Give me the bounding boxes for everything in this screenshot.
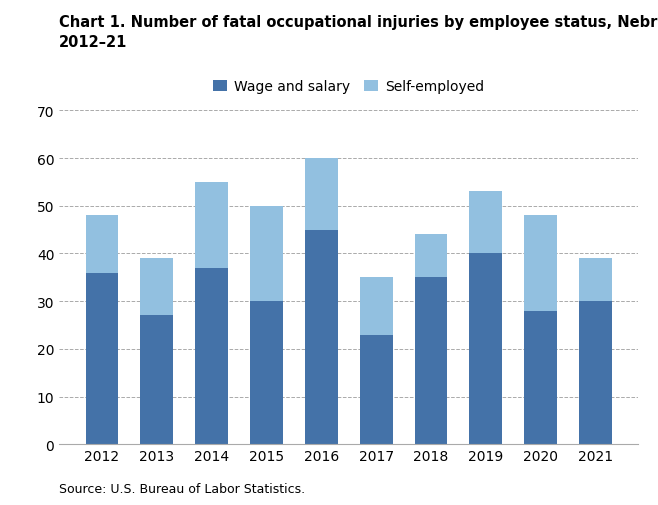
Bar (415, 235, 447, 278)
Bar (360, 278, 393, 335)
Bar (579, 301, 612, 444)
Bar (140, 316, 173, 444)
Bar (195, 182, 228, 268)
Bar (469, 192, 502, 254)
Bar (524, 216, 557, 311)
Bar (250, 301, 283, 444)
Bar (86, 273, 118, 444)
Text: Source: U.S. Bureau of Labor Statistics.: Source: U.S. Bureau of Labor Statistics. (59, 482, 305, 495)
Bar (579, 259, 612, 301)
Bar (524, 311, 557, 444)
Bar (140, 259, 173, 316)
Bar (415, 278, 447, 444)
Bar (305, 230, 338, 444)
Bar (360, 335, 393, 444)
Legend: Wage and salary, Self-employed: Wage and salary, Self-employed (208, 75, 490, 100)
Bar (469, 254, 502, 444)
Text: Chart 1. Number of fatal occupational injuries by employee status, Nebraska,
201: Chart 1. Number of fatal occupational in… (59, 15, 658, 50)
Bar (250, 207, 283, 301)
Bar (305, 159, 338, 230)
Bar (195, 268, 228, 444)
Bar (86, 216, 118, 273)
